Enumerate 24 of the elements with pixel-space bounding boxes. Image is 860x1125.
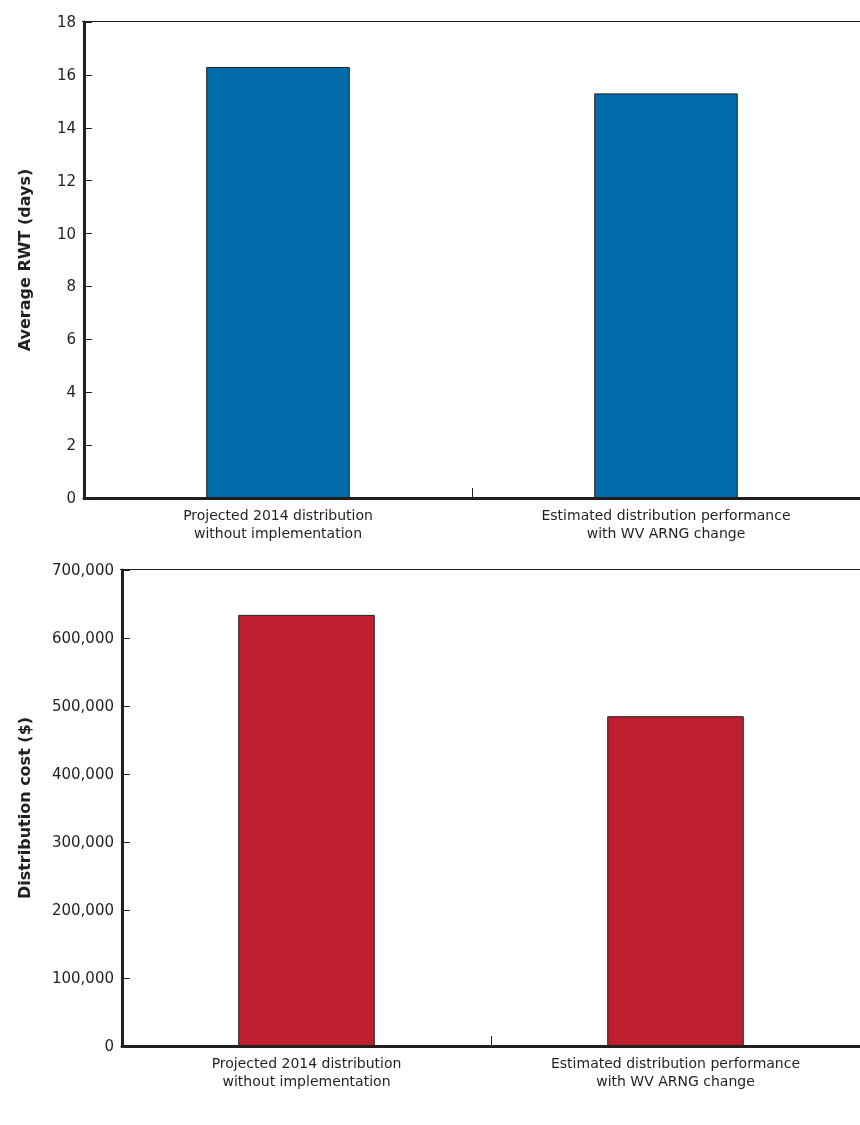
y-tick-label: 500,000 [51,697,114,715]
y-tick-label: 12 [56,171,76,190]
y-tick-label: 300,000 [51,833,114,851]
x-tick-label: Projected 2014 distribution without implementation [183,507,373,541]
y-tick-label: 8 [66,277,76,296]
y-tick-label: 16 [56,65,76,84]
y-tick-label: 2 [66,436,76,455]
y-tick-label: 4 [66,383,76,402]
y-tick-label: 600,000 [51,629,114,647]
y-axis-title: Average RWT (days) [14,168,34,352]
y-axis-title: Distribution cost ($) [14,716,34,900]
y-tick-label: 200,000 [51,901,114,919]
y-tick-label: 0 [104,1037,114,1055]
y-tick-label: 400,000 [51,765,114,783]
x-tick-label: Estimated distribution performance with WV ARNG change [550,1055,801,1089]
y-tick-label: 700,000 [51,561,114,579]
y-tick-label: 14 [56,118,76,137]
y-tick-label: 18 [56,13,76,31]
y-tick-label: 6 [66,330,76,349]
x-tick-label: Estimated distribution performance with WV ARNG change [541,507,791,541]
y-tick-label: 0 [66,489,76,507]
x-tick-label: Projected 2014 distribution without implementation [211,1055,402,1089]
y-tick-label: 10 [56,224,76,243]
y-tick-label: 100,000 [51,969,114,987]
